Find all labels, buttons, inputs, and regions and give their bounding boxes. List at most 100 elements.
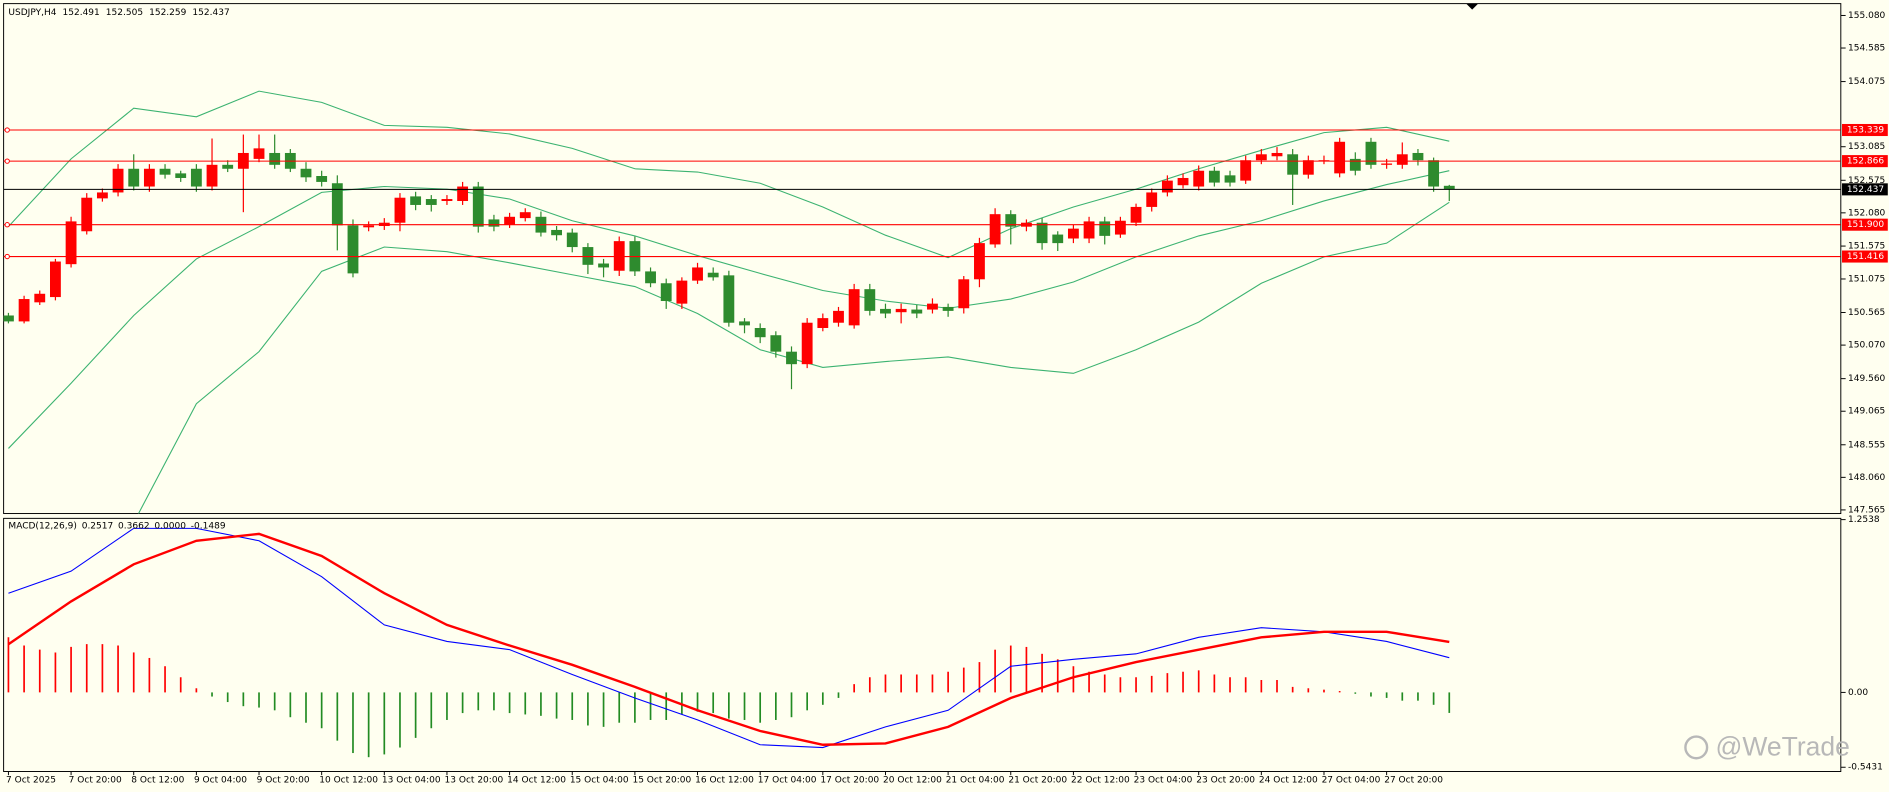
- candle-body: [519, 212, 531, 219]
- candle-body: [1428, 160, 1440, 187]
- candle-body: [472, 186, 484, 227]
- x-tick-label: 9 Oct 20:00: [257, 775, 310, 785]
- candle-body: [410, 196, 422, 205]
- y-tick-label: 1.2538: [1848, 515, 1880, 525]
- candle-body: [974, 243, 985, 280]
- candle-body: [1067, 228, 1079, 239]
- ohlc-high: 152.505: [106, 8, 143, 18]
- candle-body: [1349, 158, 1361, 171]
- symbol-header: USDJPY,H4 152.491 152.505 152.259 152.437: [8, 8, 229, 18]
- candle-body: [159, 168, 171, 175]
- level-label-bg: [1842, 218, 1888, 231]
- candle-body: [660, 283, 672, 302]
- y-tick-label: 152.080: [1848, 208, 1886, 218]
- ohlc-close: 152.437: [192, 8, 229, 18]
- candle-body: [394, 197, 406, 223]
- candle-body: [143, 168, 155, 187]
- y-tick-label: 149.560: [1848, 374, 1886, 384]
- price-plot: [3, 90, 1841, 514]
- candle-body: [363, 225, 375, 228]
- candle-body: [911, 309, 923, 314]
- candle-body: [801, 322, 813, 365]
- candle-body: [1099, 221, 1111, 236]
- candle-body: [770, 335, 782, 352]
- candle-body: [880, 308, 891, 314]
- x-tick-label: 17 Oct 04:00: [758, 775, 817, 785]
- candle-body: [989, 214, 1001, 245]
- macd-title: MACD(12,26,9): [8, 521, 76, 531]
- symbol: USDJPY,H4: [8, 8, 56, 18]
- candle-body: [3, 315, 14, 322]
- candle-body: [1208, 170, 1220, 183]
- candle-body: [942, 306, 954, 311]
- current-price-bg: [1842, 183, 1888, 196]
- y-tick-label: 154.585: [1848, 44, 1885, 54]
- macd-line: [7, 532, 1450, 746]
- level-label-bg: [1842, 155, 1888, 168]
- candle-body: [707, 272, 719, 278]
- y-tick-label: 148.060: [1848, 473, 1886, 483]
- level-anchor: [4, 158, 10, 164]
- candle-body: [927, 303, 938, 310]
- macd-readout: 0.0000: [154, 521, 186, 531]
- candle-body: [739, 321, 750, 326]
- candle-body: [1130, 206, 1142, 223]
- candle-body: [1334, 141, 1346, 174]
- watermark: @WeTrade: [1684, 732, 1850, 762]
- candle-body: [692, 267, 703, 281]
- x-tick-label: 27 Oct 04:00: [1322, 775, 1381, 785]
- candle-body: [1146, 192, 1158, 207]
- candle-body: [1412, 152, 1424, 161]
- candle-body: [895, 308, 907, 313]
- candle-body: [316, 176, 328, 182]
- x-tick-label: 9 Oct 04:00: [194, 775, 247, 785]
- watermark-text: @WeTrade: [1716, 732, 1850, 762]
- ohlc-open: 152.491: [63, 8, 100, 18]
- y-tick-label: 0.00: [1848, 688, 1868, 698]
- x-tick-label: 22 Oct 12:00: [1071, 775, 1130, 785]
- candle-body: [1287, 154, 1299, 175]
- candle-body: [331, 183, 343, 226]
- level-label: 151.900: [1847, 220, 1885, 230]
- candle-body: [269, 152, 281, 165]
- candle-body: [1114, 220, 1126, 235]
- x-tick-label: 14 Oct 12:00: [507, 775, 566, 785]
- watermark-logo: [1684, 735, 1709, 760]
- candle-body: [723, 275, 735, 323]
- y-tick-label: 154.075: [1848, 77, 1885, 87]
- x-tick-label: 10 Oct 12:00: [319, 775, 378, 785]
- bollinger-upper: [8, 90, 1450, 259]
- y-tick-label: 155.080: [1848, 11, 1886, 21]
- level-anchor: [4, 222, 10, 228]
- axes: 155.080 154.585 154.075 153.085 152.575 152.0…: [4, 8, 1888, 785]
- macd-readout: -0.1489: [191, 521, 226, 531]
- y-tick-label: 150.070: [1848, 341, 1886, 351]
- level-label-bg: [1842, 250, 1888, 263]
- y-tick-label: 147.565: [1848, 505, 1885, 515]
- y-tick-label: -0.5431: [1848, 763, 1883, 773]
- x-tick-label: 7 Oct 2025: [6, 775, 56, 785]
- candle-body: [833, 310, 844, 323]
- candle-body: [598, 263, 609, 268]
- x-tick-label: 8 Oct 12:00: [131, 775, 184, 785]
- candle-body: [18, 299, 30, 322]
- y-tick-label: 152.575: [1848, 176, 1885, 186]
- x-tick-label: 24 Oct 12:00: [1259, 775, 1318, 785]
- level-anchor: [4, 253, 10, 260]
- candle-body: [1381, 163, 1393, 165]
- level-label-bg: [1842, 123, 1888, 137]
- candle-body: [347, 225, 359, 274]
- x-tick-label: 21 Oct 04:00: [946, 775, 1005, 785]
- candle-body: [457, 186, 469, 202]
- candle-body: [786, 351, 797, 365]
- candle-body: [1083, 221, 1095, 239]
- candle-body: [1271, 152, 1283, 157]
- level-anchor: [4, 127, 10, 133]
- candle-body: [754, 327, 766, 338]
- candle-body: [864, 289, 876, 311]
- candle-body: [112, 168, 124, 193]
- candle-body: [1302, 160, 1314, 175]
